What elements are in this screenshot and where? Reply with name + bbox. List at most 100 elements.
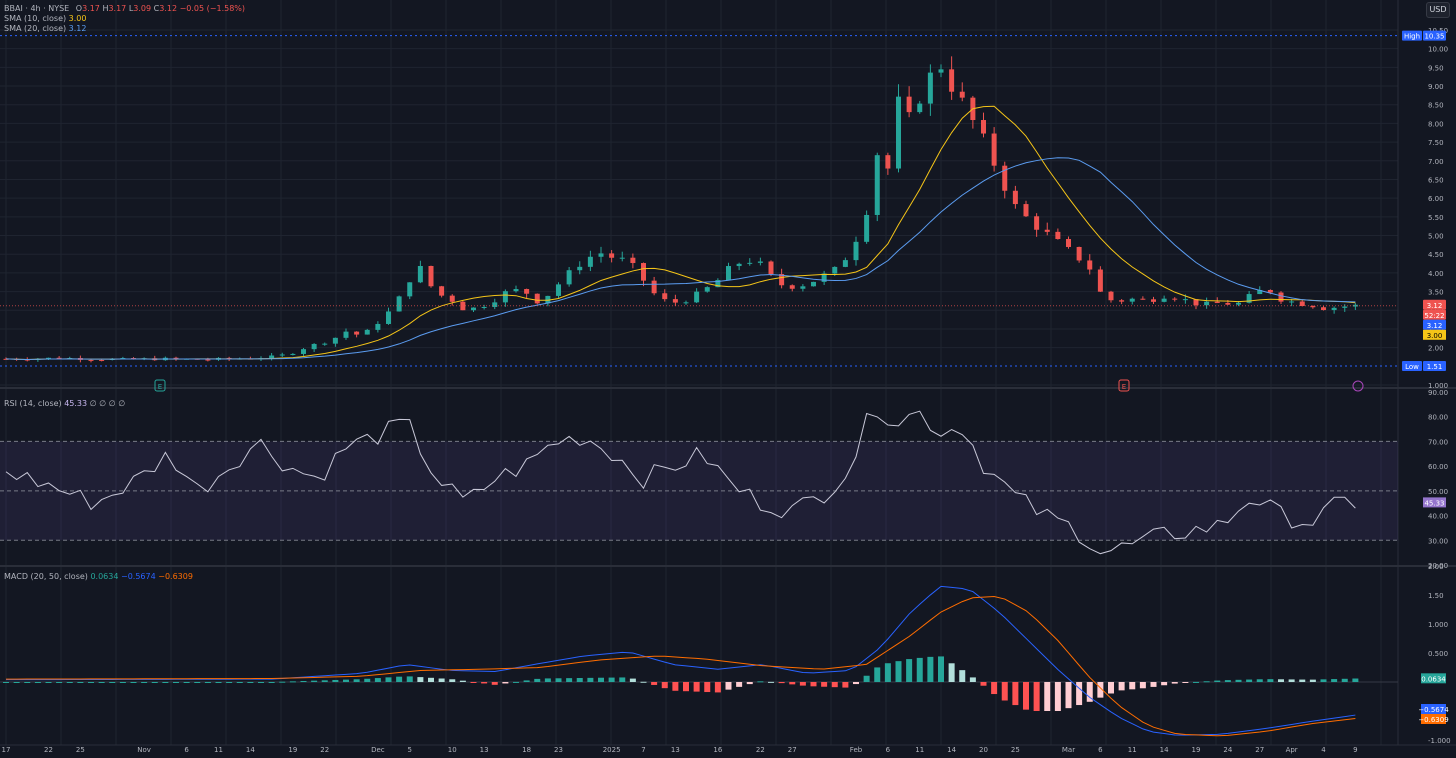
macd-hist-bar: [725, 682, 732, 690]
macd-hist-bar: [704, 682, 711, 693]
candle-body: [1310, 306, 1316, 308]
candle-body: [704, 287, 710, 292]
candle-body: [1172, 298, 1178, 300]
candle-body: [566, 270, 572, 285]
candle-body: [322, 343, 328, 345]
macd-tick-label: 2.00: [1428, 563, 1444, 571]
macd-hist-bar: [555, 678, 562, 682]
low-tag-value: 1.51: [1427, 363, 1443, 371]
macd-hist-bar: [98, 682, 105, 683]
candle-body: [1076, 246, 1082, 261]
sma20-value: 3.12: [68, 24, 87, 33]
macd-hist-bar: [449, 679, 456, 682]
macd-hist-bar: [66, 682, 73, 683]
candle-body: [917, 103, 923, 113]
macd-hist-bar: [736, 682, 743, 687]
macd-hist-bar: [1150, 682, 1157, 687]
earnings-marker-label: E: [1122, 383, 1126, 391]
price-tick-label: 2.00: [1428, 345, 1444, 353]
macd-hist-bar: [1256, 679, 1263, 682]
time-tick-label: 16: [713, 746, 722, 754]
candle-body: [269, 355, 275, 359]
macd-hist-bar: [34, 682, 41, 683]
macd-hist-bar: [215, 682, 222, 683]
macd-hist-bar: [523, 680, 530, 682]
high-tag-label-bg: [1402, 30, 1422, 41]
macd-hist-bar: [1309, 679, 1316, 682]
macd-hist-bar: [661, 682, 668, 689]
time-tick-label: 22: [320, 746, 329, 754]
time-tick-label: Nov: [137, 746, 151, 754]
candle-body: [1140, 298, 1146, 300]
sma10-tag: 3.00: [1427, 332, 1443, 340]
candle-body: [449, 295, 455, 302]
candle-body: [332, 337, 338, 344]
macd-hist-bar: [279, 681, 286, 683]
high-value: 3.17: [108, 4, 127, 13]
time-tick-label: 6: [1098, 746, 1103, 754]
candle-body: [439, 286, 445, 296]
macd-hist-bar: [969, 677, 976, 682]
macd-hist-bar: [226, 682, 233, 683]
candle-body: [502, 291, 508, 303]
candle-body: [428, 266, 434, 287]
macd-hist-bar: [194, 682, 201, 683]
candle-body: [864, 214, 870, 242]
candle-body: [1108, 291, 1114, 301]
macd-hist-bar: [428, 677, 434, 682]
time-tick-label: 13: [480, 746, 489, 754]
candle-body: [1044, 229, 1050, 232]
candle-body: [354, 331, 360, 335]
rsi-tag-bg: [1423, 497, 1446, 508]
macd-hist-bar: [130, 682, 137, 683]
sma20-legend: SMA (20, close) 3.12: [4, 24, 87, 33]
macd-hist-bar: [1086, 682, 1093, 702]
macd-hist-bar: [109, 682, 116, 683]
candle-body: [375, 323, 381, 330]
candle-body: [874, 155, 880, 215]
macd-hist-bar: [821, 682, 828, 687]
macd-hist-bar: [438, 678, 445, 682]
sma20-tag: 3.12: [1427, 322, 1443, 330]
rsi-tag: 45.33: [1424, 499, 1444, 507]
candle-body: [1236, 302, 1241, 305]
rsi-tick-label: 40.00: [1428, 513, 1448, 521]
candle-body: [481, 307, 487, 309]
macd-hist-bar: [77, 682, 84, 683]
low-tag-label-bg: [1402, 360, 1422, 371]
candle-body: [587, 256, 593, 267]
currency-button[interactable]: USD: [1426, 2, 1450, 18]
macd-line-tag-bg: [1421, 704, 1446, 714]
macd-hist-bar: [895, 661, 902, 682]
close-value: 3.12: [159, 4, 178, 13]
candle-body: [534, 293, 540, 304]
candle-body: [991, 133, 997, 166]
macd-hist-bar: [289, 681, 296, 683]
candle-body: [24, 359, 30, 361]
macd-hist-bar: [1341, 678, 1348, 682]
macd-hist-bar: [1320, 679, 1327, 682]
candle-body: [747, 262, 753, 264]
candle-body: [1097, 269, 1103, 292]
candle-body: [343, 331, 349, 338]
macd-hist-bar: [853, 682, 859, 685]
price-tick-label: 9.00: [1428, 83, 1444, 91]
sma10-tag-bg: [1423, 329, 1446, 340]
candle-body: [1193, 299, 1199, 306]
macd-hist-bar: [1139, 682, 1146, 689]
macd-signal-value: −0.6309: [158, 572, 193, 581]
time-tick-label: 7: [641, 746, 645, 754]
macd-hist-bar: [1299, 679, 1306, 682]
candle-body: [556, 284, 561, 296]
candle-body: [683, 302, 689, 304]
candle-body: [768, 261, 774, 275]
macd-hist-bar: [311, 680, 318, 682]
candle-body: [800, 286, 806, 289]
macd-line-tag: −0.5674: [1418, 706, 1449, 714]
candle-body: [545, 295, 551, 304]
signal-tag: −0.6309: [1418, 716, 1448, 724]
candle-body: [811, 281, 816, 287]
macd-hist-bar: [300, 681, 307, 683]
candle-body: [715, 280, 721, 288]
